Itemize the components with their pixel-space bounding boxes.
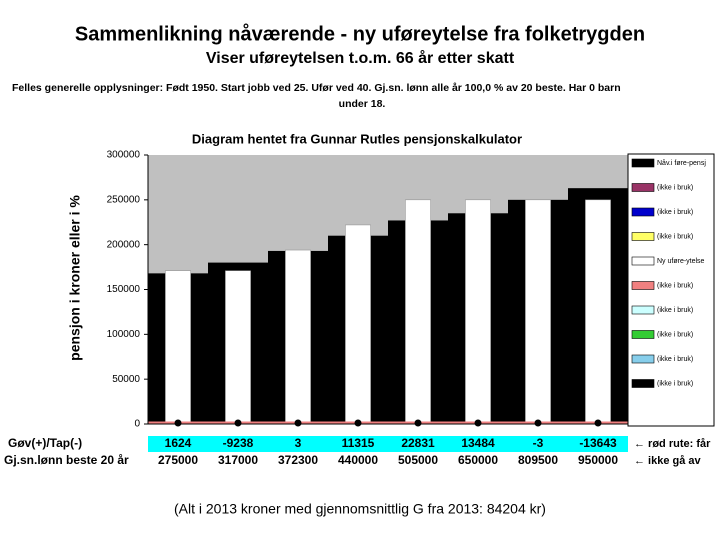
bar <box>225 270 251 425</box>
chart-title: Diagram hentet fra Gunnar Rutles pensjon… <box>192 131 522 146</box>
x-tick-label: 317000 <box>218 453 258 467</box>
legend-label: (ikke i bruk) <box>657 331 693 338</box>
info-text: Felles generelle opplysninger: Født 1950… <box>12 82 621 94</box>
x-tick-label: 950000 <box>578 453 618 467</box>
gain-loss-value: -9238 <box>223 436 254 450</box>
bar <box>525 199 551 425</box>
gain-loss-value: 13484 <box>461 436 495 450</box>
x-tick-label: 650000 <box>458 453 498 467</box>
bar <box>345 224 371 425</box>
y-tick-label: 300000 <box>107 150 141 161</box>
title: Sammenlikning nåværende - ny uføreytelse… <box>75 22 645 45</box>
legend-label: (ikke i bruk) <box>657 282 693 289</box>
bar <box>405 199 431 425</box>
legend-label: (ikke i bruk) <box>657 356 693 363</box>
marker <box>534 419 542 427</box>
legend-swatch <box>631 183 655 192</box>
legend-swatch <box>631 207 655 217</box>
legend-swatch <box>631 232 655 241</box>
marker <box>354 419 362 427</box>
marker <box>474 419 482 427</box>
subtitle: Viser uføreytelsen t.o.m. 66 år etter sk… <box>206 49 515 67</box>
y-tick-label: 250000 <box>107 194 141 205</box>
marker <box>414 419 422 427</box>
gain-loss-value: -13643 <box>579 436 617 450</box>
y-axis-label: pensjon i kroner eller i % <box>67 195 83 361</box>
bar <box>165 270 191 425</box>
x-tick-label: 275000 <box>158 453 198 467</box>
gain-loss-value: 22831 <box>401 436 435 450</box>
bar <box>585 199 611 425</box>
bar <box>465 199 491 425</box>
footer: (Alt i 2013 kroner med gjennomsnittlig G… <box>174 501 546 517</box>
gain-loss-value: 1624 <box>165 436 192 450</box>
legend-label: Ny uføre-ytelse <box>657 258 705 265</box>
gain-loss-value: 3 <box>295 436 302 450</box>
row-note: ← ikke gå av <box>634 455 702 467</box>
x-tick-label: 505000 <box>398 453 438 467</box>
legend-label: (ikke i bruk) <box>657 380 693 387</box>
legend-label: (ikke i bruk) <box>657 209 693 216</box>
y-tick-label: 100000 <box>107 329 141 340</box>
legend-swatch <box>631 256 655 266</box>
y-tick-label: 0 <box>134 419 140 430</box>
x-tick-label: 440000 <box>338 453 378 467</box>
gain-loss-value: 11315 <box>342 436 375 450</box>
legend-swatch <box>631 281 655 290</box>
legend-swatch <box>631 158 655 168</box>
y-tick-label: 50000 <box>112 374 140 385</box>
row-note: ← rød rute: får <box>634 438 711 450</box>
row-label: Gj.sn.lønn beste 20 år <box>4 453 129 467</box>
y-tick-label: 150000 <box>107 284 141 295</box>
legend-swatch <box>631 305 655 315</box>
marker <box>594 419 602 427</box>
gain-loss-value: -3 <box>533 436 544 450</box>
legend-swatch <box>631 330 655 339</box>
legend-label: (ikke i bruk) <box>657 233 693 240</box>
y-tick-label: 200000 <box>107 239 141 250</box>
legend-label: (ikke i bruk) <box>657 307 693 314</box>
legend-label: Nåv.i føre-pensj <box>657 159 706 167</box>
x-tick-label: 809500 <box>518 453 558 467</box>
marker <box>174 419 182 427</box>
gain-loss-band <box>148 436 628 452</box>
marker <box>294 419 302 427</box>
legend-label: (ikke i bruk) <box>657 184 693 191</box>
bar <box>285 249 311 425</box>
legend-swatch <box>631 354 655 364</box>
x-tick-label: 372300 <box>278 453 318 467</box>
info-text: under 18. <box>339 98 386 110</box>
marker <box>234 419 242 427</box>
row-label: Gøv(+)/Tap(-) <box>8 436 82 450</box>
legend-swatch <box>631 379 655 388</box>
